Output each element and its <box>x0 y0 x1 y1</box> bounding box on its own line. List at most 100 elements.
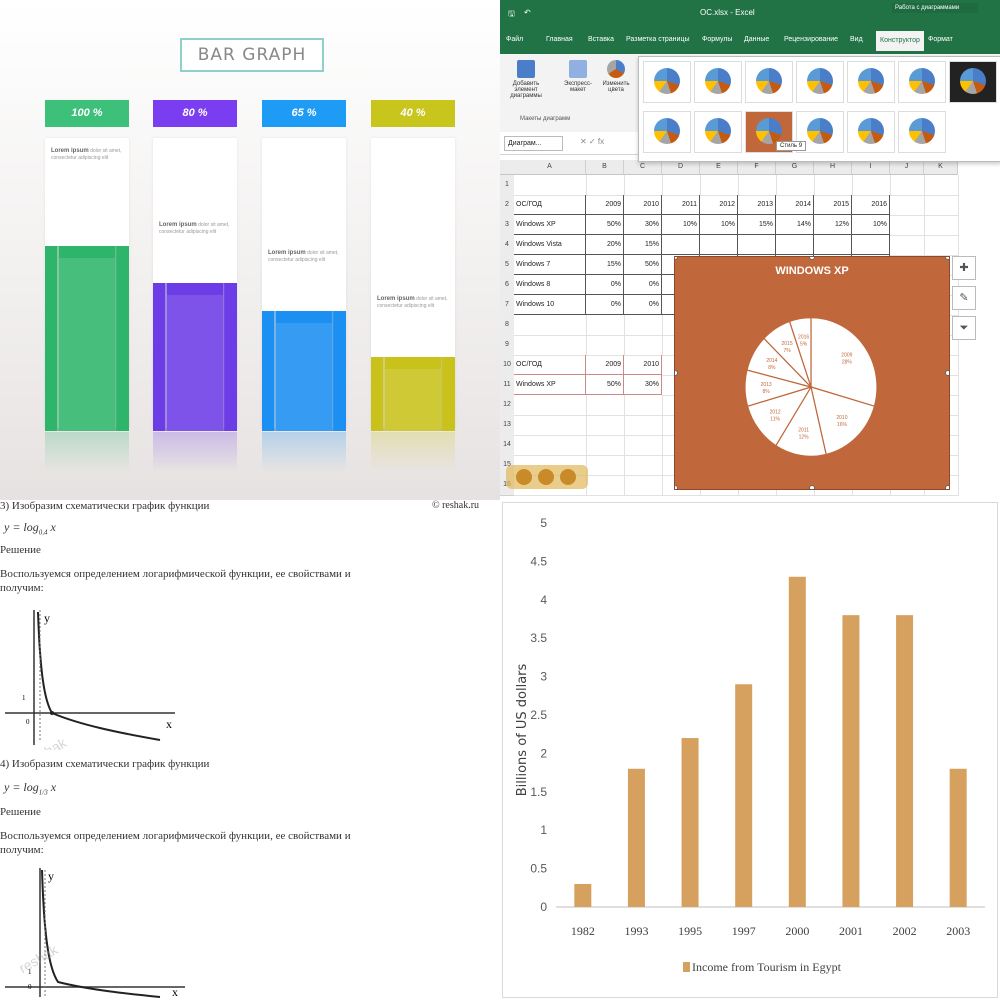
cell[interactable] <box>738 235 776 255</box>
cell[interactable] <box>924 235 959 256</box>
cell[interactable] <box>624 415 663 436</box>
chart-style-thumbnail[interactable] <box>745 61 793 103</box>
cell[interactable] <box>624 335 663 356</box>
chart-style-thumbnail[interactable] <box>745 111 793 153</box>
column-header[interactable]: D <box>662 160 700 175</box>
cell[interactable]: 0% <box>586 295 624 315</box>
row-header[interactable]: 7 <box>500 295 514 316</box>
chart-style-thumbnail[interactable] <box>847 61 895 103</box>
row-header[interactable]: 13 <box>500 415 514 436</box>
change-colors-button[interactable]: Изменить цвета <box>600 60 632 93</box>
column-header[interactable]: J <box>890 160 924 175</box>
cell[interactable]: 30% <box>624 215 662 235</box>
cell[interactable] <box>514 395 587 416</box>
cell[interactable] <box>924 175 959 196</box>
cell[interactable] <box>586 315 625 336</box>
cell[interactable]: Windows Vista <box>514 235 586 255</box>
column-header[interactable]: K <box>924 160 958 175</box>
cell[interactable]: 50% <box>586 375 624 395</box>
chart-style-thumbnail[interactable] <box>694 111 742 153</box>
chart-style-thumbnail[interactable] <box>898 111 946 153</box>
cell[interactable]: 50% <box>586 215 624 235</box>
cell[interactable]: 15% <box>624 235 662 255</box>
ribbon-tab[interactable]: Формат <box>928 36 953 43</box>
cell[interactable] <box>514 315 587 336</box>
cell[interactable]: 15% <box>586 255 624 275</box>
ribbon-tab[interactable]: Рецензирование <box>784 36 839 43</box>
ribbon-tab[interactable]: Главная <box>546 36 573 43</box>
cell[interactable]: Windows 7 <box>514 255 586 275</box>
row-header[interactable]: 4 <box>500 235 514 256</box>
cell[interactable] <box>662 175 701 196</box>
chart-style-thumbnail[interactable] <box>643 61 691 103</box>
chart-style-thumbnail[interactable] <box>847 111 895 153</box>
cell[interactable] <box>514 335 587 356</box>
column-header[interactable]: H <box>814 160 852 175</box>
cell[interactable] <box>890 195 925 216</box>
select-all-corner[interactable] <box>500 160 515 175</box>
cell[interactable] <box>776 235 814 255</box>
cell[interactable]: 10% <box>700 215 738 235</box>
cell[interactable]: 0% <box>624 275 662 295</box>
row-header[interactable]: 6 <box>500 275 514 296</box>
column-header[interactable]: I <box>852 160 890 175</box>
worksheet-grid[interactable]: A B C D E F G H I J K 1 2 ОС/ГОД 2009 2010 2011 2012 2013 2… <box>500 160 1000 496</box>
cell[interactable] <box>586 395 625 416</box>
cell[interactable] <box>586 335 625 356</box>
cell[interactable] <box>586 175 625 196</box>
row-header[interactable]: 10 <box>500 355 514 376</box>
row-header[interactable]: 9 <box>500 335 514 356</box>
formula-fx-icon[interactable]: ✕ ✓ fx <box>580 137 605 146</box>
undo-icon[interactable]: ↶ <box>524 8 531 17</box>
cell[interactable] <box>514 435 587 456</box>
row-header[interactable]: 1 <box>500 175 514 196</box>
cell[interactable] <box>624 475 663 496</box>
ribbon-tab[interactable]: Разметка страницы <box>626 36 690 43</box>
cell[interactable]: 2013 <box>738 195 776 215</box>
cell[interactable]: Windows 8 <box>514 275 586 295</box>
ribbon-tab[interactable]: Вид <box>850 36 863 43</box>
cell[interactable]: 15% <box>738 215 776 235</box>
cell[interactable] <box>624 455 663 476</box>
cell[interactable] <box>514 415 587 436</box>
cell[interactable] <box>586 455 625 476</box>
cell[interactable]: 2016 <box>852 195 890 215</box>
row-header[interactable]: 2 <box>500 195 514 216</box>
cell[interactable] <box>624 395 663 416</box>
cell[interactable] <box>890 235 925 256</box>
ribbon-tab[interactable]: Данные <box>744 36 770 43</box>
cell[interactable] <box>586 475 625 496</box>
cell[interactable]: ОС/ГОД <box>514 195 586 215</box>
cell[interactable] <box>852 235 890 255</box>
cell[interactable]: 2009 <box>586 355 624 375</box>
chart-style-thumbnail[interactable] <box>898 61 946 103</box>
cell[interactable] <box>662 235 700 255</box>
cell[interactable]: 2010 <box>624 195 662 215</box>
cell[interactable] <box>586 415 625 436</box>
cell[interactable] <box>924 215 959 236</box>
column-header[interactable]: F <box>738 160 776 175</box>
column-header[interactable]: E <box>700 160 738 175</box>
cell[interactable]: 2012 <box>700 195 738 215</box>
cell[interactable]: 0% <box>586 275 624 295</box>
plus-icon[interactable]: ✚ <box>952 256 976 280</box>
cell[interactable]: 2009 <box>586 195 624 215</box>
cell[interactable]: 50% <box>624 255 662 275</box>
cell[interactable]: 10% <box>852 215 890 235</box>
cell[interactable]: 2010 <box>624 355 662 375</box>
column-header[interactable]: C <box>624 160 662 175</box>
cell[interactable] <box>700 235 738 255</box>
ribbon-tab[interactable]: Вставка <box>588 36 615 43</box>
cell[interactable] <box>624 435 663 456</box>
brush-icon[interactable]: ✎ <box>952 286 976 310</box>
cell[interactable] <box>924 475 959 496</box>
cell[interactable]: 2015 <box>814 195 852 215</box>
chart-style-thumbnail[interactable] <box>643 111 691 153</box>
cell[interactable]: 14% <box>776 215 814 235</box>
cell[interactable]: 20% <box>586 235 624 255</box>
cell[interactable] <box>624 175 663 196</box>
row-header[interactable]: 14 <box>500 435 514 456</box>
ribbon-tab[interactable]: Файл <box>506 36 524 43</box>
cell[interactable]: Windows 10 <box>514 295 586 315</box>
cell[interactable] <box>514 175 587 196</box>
